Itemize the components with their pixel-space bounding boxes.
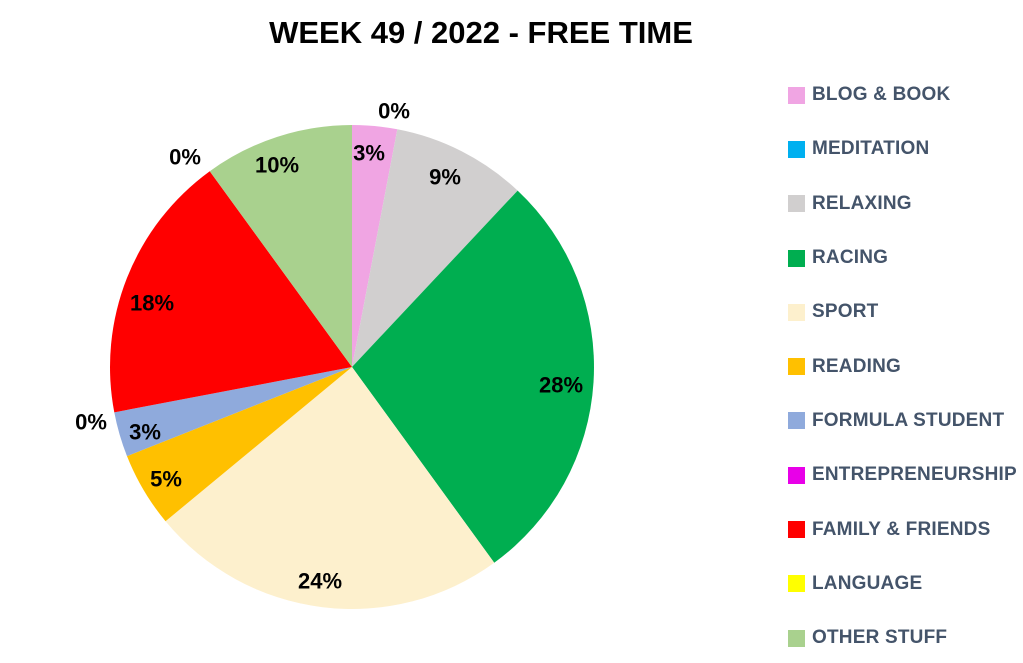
pie-slice-sport xyxy=(165,367,495,609)
pie-label-formula-student: 3% xyxy=(129,420,161,445)
pie-slice-racing xyxy=(352,190,594,563)
legend-swatch-reading xyxy=(788,358,805,376)
legend-swatch-meditation xyxy=(788,140,805,158)
pie-label-other-stuff: 10% xyxy=(255,153,299,178)
pie-slice-family-friends xyxy=(110,171,352,413)
legend-swatch-racing xyxy=(788,249,805,267)
legend-label: ENTREPRENEURSHIP xyxy=(812,464,1017,486)
legend-item-meditation: MEDITATION xyxy=(788,122,1017,176)
legend-label: READING xyxy=(812,355,902,377)
legend-swatch-entrepreneurship xyxy=(788,466,805,484)
pie-label-language: 0% xyxy=(169,145,201,170)
pie-slice-relaxing xyxy=(352,129,518,367)
pie-data-labels: 3% 0% 9% 28% 24% 5% 3% 0% 18% 0% 10% xyxy=(75,99,583,594)
legend-label: FAMILY & FRIENDS xyxy=(812,518,991,540)
legend-label: RELAXING xyxy=(812,192,912,214)
pie-label-blog-book: 3% xyxy=(353,141,385,166)
legend-item-family-friends: FAMILY & FRIENDS xyxy=(788,502,1017,556)
legend-label: FORMULA STUDENT xyxy=(812,409,1005,431)
chart-title: WEEK 49 / 2022 - FREE TIME xyxy=(269,15,693,50)
legend-item-formula-student: FORMULA STUDENT xyxy=(788,394,1017,448)
pie-label-meditation: 0% xyxy=(378,99,410,124)
legend-swatch-language xyxy=(788,575,805,593)
pie-slice-reading xyxy=(126,367,353,522)
legend-item-entrepreneurship: ENTREPRENEURSHIP xyxy=(788,448,1017,502)
legend-label: LANGUAGE xyxy=(812,572,923,594)
legend-label: BLOG & BOOK xyxy=(812,84,951,106)
legend-swatch-blog-book xyxy=(788,86,805,104)
legend-label: OTHER STUFF xyxy=(812,627,948,649)
pie-label-reading: 5% xyxy=(150,467,182,492)
pie-label-racing: 28% xyxy=(539,373,583,398)
legend-item-language: LANGUAGE xyxy=(788,557,1017,611)
legend-label: MEDITATION xyxy=(812,138,930,160)
legend-item-blog-book: BLOG & BOOK xyxy=(788,68,1017,122)
pie-label-relaxing: 9% xyxy=(429,165,461,190)
legend-label: RACING xyxy=(812,247,889,269)
legend-swatch-other-stuff xyxy=(788,629,805,647)
legend-item-reading: READING xyxy=(788,339,1017,393)
legend-swatch-sport xyxy=(788,303,805,321)
legend-label: SPORT xyxy=(812,301,879,323)
pie-label-family-friends: 18% xyxy=(130,291,174,316)
legend-swatch-formula-student xyxy=(788,412,805,430)
legend-swatch-relaxing xyxy=(788,195,805,213)
pie-slices xyxy=(110,125,594,609)
legend-swatch-family-friends xyxy=(788,521,805,539)
pie-slice-formula-student xyxy=(114,367,352,457)
pie-label-entrepreneurship: 0% xyxy=(75,410,107,435)
legend-item-racing: RACING xyxy=(788,231,1017,285)
legend-item-relaxing: RELAXING xyxy=(788,177,1017,231)
legend: BLOG & BOOK MEDITATION RELAXING RACING S… xyxy=(788,68,1017,663)
pie-label-sport: 24% xyxy=(298,569,342,594)
pie-slice-blog-book xyxy=(352,125,398,367)
legend-item-other-stuff: OTHER STUFF xyxy=(788,611,1017,663)
pie-slice-other-stuff xyxy=(209,125,352,367)
legend-item-sport: SPORT xyxy=(788,285,1017,339)
